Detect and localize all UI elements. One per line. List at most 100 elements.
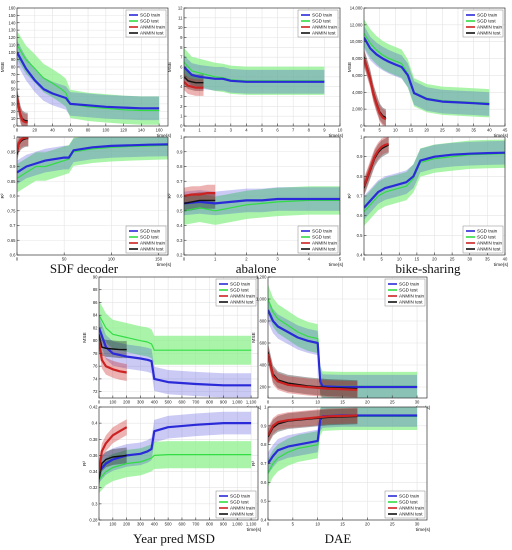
chart-bike-r2: 0 5 10 15 20 25 30 35 40 0.4 0.5 0.6 0.7 0.8 0.9 1 time(… [347,135,509,269]
series-line-anmin-train [364,142,389,187]
caption-year-pred-msd: Year pred MSD [133,531,215,546]
legend-label: SGD test [399,288,418,293]
series-line-anmin-train [268,414,358,436]
series-group [17,30,160,126]
y-tick-label: 200 [260,385,268,390]
y-tick-label: 1 [180,135,183,140]
x-tick-label: 1,100 [246,400,257,405]
x-tick-label: 20 [32,128,37,133]
y-tick-label: 14,000 [350,6,363,11]
y-tick-label: 0.3 [177,238,183,243]
x-tick-label: 80 [86,128,91,133]
y-tick-label: 0.4 [92,421,98,426]
x-tick-label: 30 [415,400,420,405]
x-tick-label: 800 [206,522,214,527]
x-tick-label: 500 [165,400,173,405]
y-tick-label: 50 [11,87,16,92]
x-tick-label: 5 [380,257,383,262]
x-tick-label: 45 [503,128,508,133]
y-tick-label: 11 [178,15,183,20]
y-tick-label: 0.28 [89,518,98,523]
y-tick-label: 0.6 [261,480,267,485]
band-sgd-test [364,19,490,118]
legend-label: ANMIN test [140,247,164,252]
y-axis-label: R² [82,461,88,466]
band-sgd-test [17,137,168,193]
chart-dae-r2: 0 5 10 15 20 25 30 0.4 0.5 0.6 0.7 0.8 0.9 1 time(s) R²… [251,405,431,534]
x-tick-label: 900 [220,522,228,527]
x-tick-label: 20 [424,128,429,133]
y-tick-label: 80 [11,65,16,70]
x-tick-label: 700 [192,522,200,527]
x-axis-label: time(s) [247,527,262,533]
legend-label: ANMIN test [230,512,254,517]
x-tick-label: 8 [308,128,311,133]
series-line-sgd-train [268,309,418,389]
x-axis-label: time(s) [416,527,431,533]
x-tick-label: 0 [183,257,186,262]
x-tick-label: 100 [108,257,116,262]
y-tick-label: 0.3 [92,501,98,506]
x-tick-label: 7 [292,128,295,133]
y-tick-label: 60 [11,79,16,84]
band-anmin-test [364,137,389,197]
series-line-sgd-train [99,327,252,387]
x-tick-label: 15 [340,522,345,527]
y-tick-label: 0.9 [261,423,267,428]
y-axis-label: R² [347,193,353,198]
series-line-anmin-train [184,81,204,89]
series-line-sgd-test [364,153,505,213]
x-tick-label: 50 [62,257,67,262]
legend-label: ANMIN train [312,241,337,246]
axes-frame [363,7,506,127]
y-tick-label: 6,000 [352,73,363,78]
legend-label: ANMIN train [140,241,165,246]
y-tick-label: 2 [180,104,183,109]
x-tick-label: 25 [450,257,455,262]
legend-label: SGD train [477,229,498,234]
series-line-sgd-train [364,36,490,106]
series-line-sgd-train [17,51,160,110]
x-tick-label: 9 [323,128,326,133]
legend-label: SGD test [140,235,159,240]
y-tick-label: 0.8 [357,174,363,179]
x-tick-label: 6 [276,128,279,133]
y-tick-label: 10,000 [350,39,363,44]
y-tick-label: 0.65 [7,238,16,243]
x-tick-label: 4 [245,128,248,133]
x-tick-label: 300 [137,522,145,527]
x-tick-label: 700 [192,400,200,405]
y-tick-label: 0.6 [10,253,16,258]
band-sgd-test [17,30,160,125]
series-line-anmin-test [99,454,127,480]
x-tick-label: 1 [198,128,201,133]
x-tick-label: 2 [245,257,248,262]
legend-label: SGD test [230,500,249,505]
x-axis-label: time(s) [329,262,344,268]
x-tick-label: 5 [292,522,295,527]
series-line-anmin-train [17,96,28,124]
x-tick-label: 0 [98,522,101,527]
y-tick-label: 0.42 [89,405,98,410]
series-line-sgd-test [184,199,340,212]
band-anmin-train [364,50,386,126]
band-sgd-test [184,47,325,95]
axes-frame [98,276,259,399]
x-tick-label: 0 [16,257,19,262]
y-tick-label: 0.4 [177,223,183,228]
series-line-anmin-train [268,353,358,391]
x-tick-label: 300 [137,400,145,405]
x-tick-label: 30 [456,128,461,133]
x-tick-label: 0 [267,522,270,527]
band-sgd-test [184,186,340,225]
series-line-anmin-train [99,426,128,472]
legend-label: ANMIN test [477,247,501,252]
legend-label: ANMIN test [399,512,423,517]
band-anmin-train [99,419,127,480]
chart-abalone-r2: 0 1 2 3 4 5 0.2 0.3 0.4 0.5 0.6 0.7 0.8 0.9 1 time(s) R²… [167,135,344,269]
y-tick-label: 80 [93,338,98,343]
chart-abalone-mse: 0 1 2 3 4 5 6 7 8 9 100123456789101112time(s)MSESG… [167,6,344,140]
